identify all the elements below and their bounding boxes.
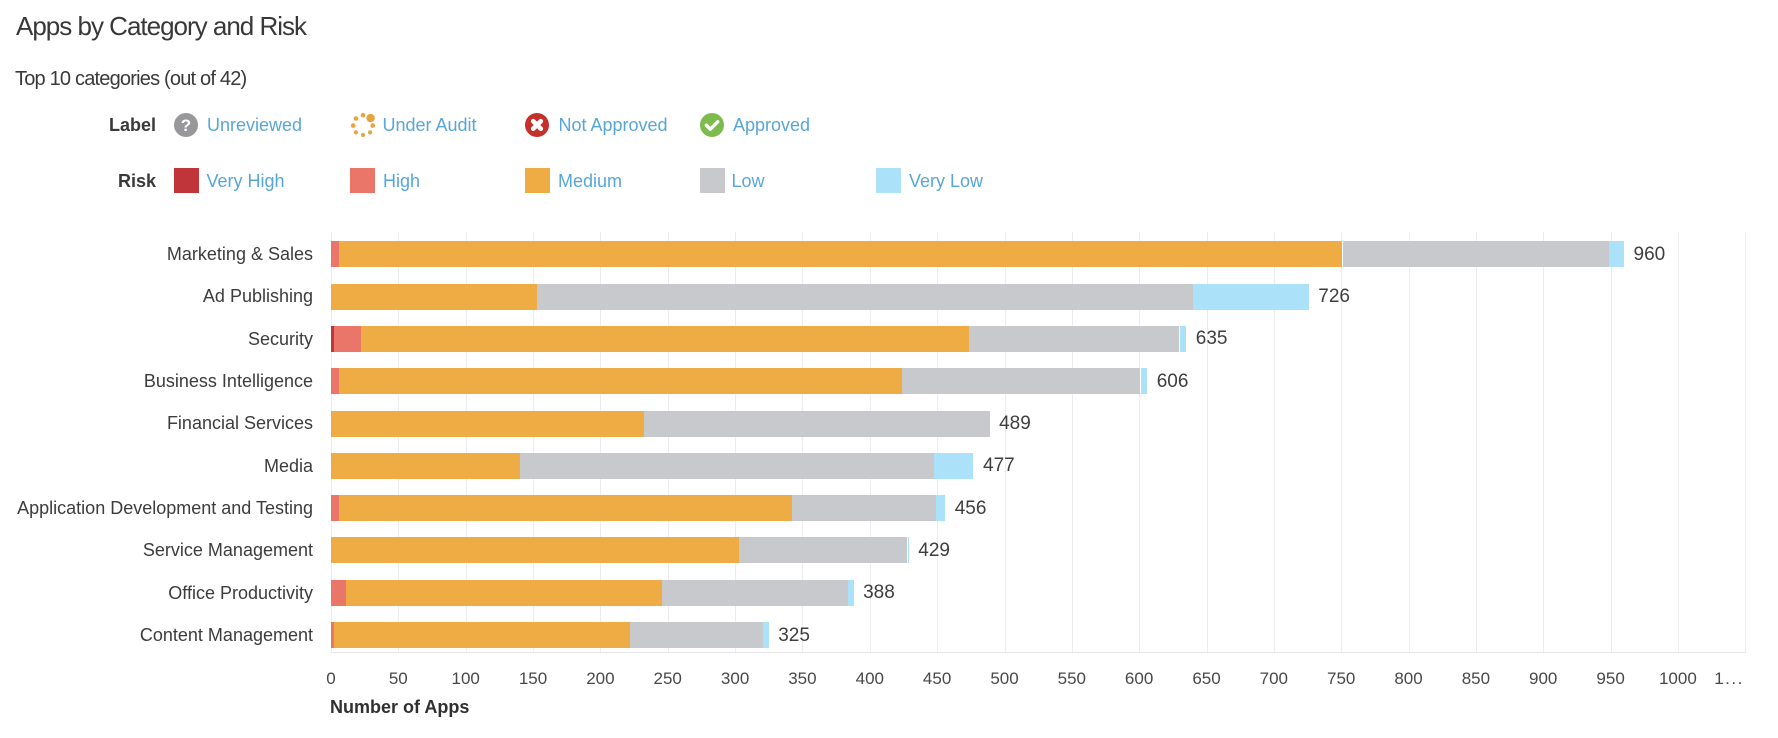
svg-text:?: ? bbox=[181, 115, 191, 134]
